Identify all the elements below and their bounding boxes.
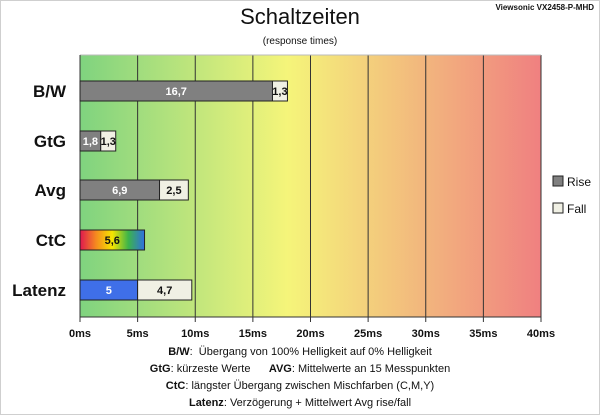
legend-label: Rise bbox=[567, 175, 591, 189]
data-label-rise: 5 bbox=[106, 285, 112, 297]
bar-rise bbox=[79, 229, 146, 251]
x-tick-label: 15ms bbox=[239, 328, 267, 340]
data-label-rise: 1,8 bbox=[83, 136, 98, 148]
bar-fall bbox=[271, 80, 288, 102]
category-label: CtC bbox=[36, 231, 66, 250]
note-line-latenz: Latenz: Verzögerung + Mittelwert Avg ris… bbox=[188, 397, 412, 409]
category-label: Latenz bbox=[12, 281, 66, 300]
x-tick-label: 10ms bbox=[181, 328, 209, 340]
bar-fall bbox=[100, 130, 117, 152]
category-label: Avg bbox=[35, 181, 67, 200]
chart-title: Schaltzeiten bbox=[240, 4, 360, 29]
x-tick-label: 35ms bbox=[469, 328, 497, 340]
data-label-fall: 1,3 bbox=[272, 86, 287, 98]
legend-label: Fall bbox=[567, 202, 586, 216]
x-tick-label: 5ms bbox=[127, 328, 149, 340]
bar-fall bbox=[137, 279, 193, 301]
x-tick-label: 0ms bbox=[69, 328, 91, 340]
footnotes: B/W: Übergang von 100% Helligkeit auf 0%… bbox=[0, 344, 600, 412]
x-tick-label: 40ms bbox=[527, 328, 555, 340]
data-label-fall: 1,3 bbox=[101, 136, 116, 148]
note-line-ctc: CtC: längster Übergang zwischen Mischfar… bbox=[165, 380, 435, 392]
x-tick-label: 30ms bbox=[412, 328, 440, 340]
note-line-gtg-avg: GtG: kürzeste Werte AVG: Mittelwerte an … bbox=[149, 363, 451, 375]
data-label-fall: 4,7 bbox=[157, 285, 172, 297]
note-line-bw: B/W: Übergang von 100% Helligkeit auf 0%… bbox=[168, 346, 432, 358]
category-label: GtG bbox=[34, 132, 66, 151]
bar-fall bbox=[159, 179, 189, 201]
chart-subtitle: (response times) bbox=[262, 36, 338, 47]
data-label-fall: 2,5 bbox=[166, 185, 181, 197]
bar-chart: 16,7 1,31,8 1,36,9 2,55,65 4,7 B/WGtGAvgCtCL… bbox=[12, 54, 591, 340]
legend-swatch bbox=[552, 202, 564, 214]
legend-swatch bbox=[552, 175, 564, 187]
x-tick-label: 25ms bbox=[354, 328, 382, 340]
x-tick-label: 20ms bbox=[296, 328, 324, 340]
data-label-rise: 6,9 bbox=[112, 185, 127, 197]
monitor-model: Viewsonic VX2458-P-MHD bbox=[495, 3, 594, 12]
data-label-rise: 5,6 bbox=[105, 235, 120, 247]
category-label: B/W bbox=[33, 82, 67, 101]
data-label-rise: 16,7 bbox=[166, 86, 187, 98]
